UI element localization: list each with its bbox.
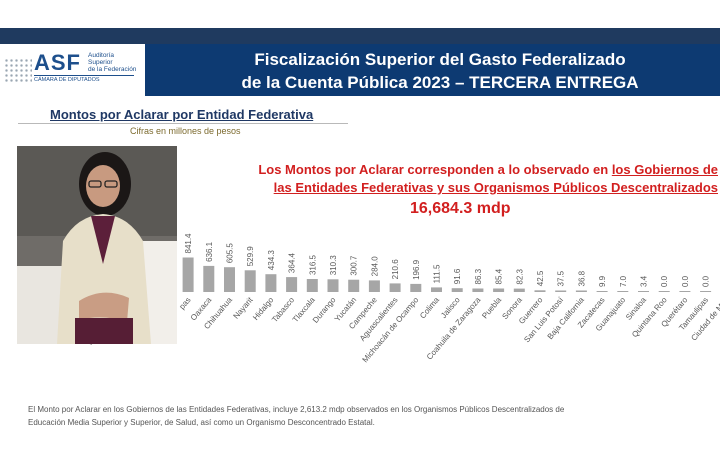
bar-14 (410, 283, 422, 292)
bar-4 (203, 265, 215, 292)
bar-20 (534, 290, 546, 292)
bar-9 (306, 279, 318, 292)
bar-18 (493, 288, 505, 292)
bar-25 (638, 291, 649, 292)
headline-underlined-1: los Gobiernos de (611, 162, 718, 177)
section-title: Montos por Aclarar por Entidad Federativ… (50, 107, 314, 122)
value-label-17: 86.3 (474, 268, 483, 284)
bar-16 (451, 288, 463, 292)
value-label-7: 434.3 (267, 250, 276, 271)
headline-line-2: las Entidades Federativas y sus Organism… (198, 180, 718, 195)
logo-sub-line-1: Auditoría (88, 52, 115, 59)
headline-prefix: Los Montos por Aclarar corresponden a lo… (258, 162, 612, 177)
value-label-6: 529.9 (246, 246, 255, 267)
bar-12 (368, 280, 380, 292)
value-label-16: 91.6 (453, 268, 462, 284)
bar-3 (182, 257, 194, 292)
value-label-13: 210.6 (391, 259, 400, 280)
section-subtitle: Cifras en millones de pesos (130, 126, 241, 136)
value-label-19: 82.3 (515, 269, 524, 285)
category-label-15: Colima (418, 295, 441, 320)
value-label-5: 605.5 (226, 243, 235, 264)
bar-24 (617, 291, 629, 292)
bar-26 (658, 291, 670, 292)
value-label-11: 300.7 (350, 255, 359, 276)
top-bar (0, 28, 720, 44)
bar-23 (596, 291, 608, 292)
bar-6 (244, 270, 256, 292)
bar-27 (679, 291, 691, 292)
page-title-line-2: de la Cuenta Pública 2023 – TERCERA ENTR… (241, 73, 639, 92)
value-label-25: 3.4 (640, 275, 649, 287)
footnote-line-2: Educación Media Superior y Superior, de … (28, 418, 375, 427)
total-amount: 16,684.3 mdp (410, 200, 511, 217)
logo-sub-line-2: Superior (88, 59, 113, 66)
category-label-10: Durango (311, 295, 338, 325)
logo-org: CÁMARA DE DIPUTADOS (34, 77, 100, 83)
bar-8 (286, 277, 298, 292)
logo-sub-line-3: de la Federación (88, 66, 137, 73)
page-title-line-1: Fiscalización Superior del Gasto Federal… (254, 50, 626, 69)
bar-19 (513, 288, 525, 292)
bar-17 (472, 288, 484, 292)
speaker-photo (17, 146, 177, 344)
value-label-23: 9.9 (598, 275, 607, 287)
bar-7 (265, 274, 277, 292)
logo-divider (34, 75, 134, 76)
value-label-18: 85.4 (495, 268, 504, 284)
bar-21 (555, 290, 567, 292)
value-label-20: 42.5 (536, 270, 545, 286)
value-label-26: 0.0 (660, 275, 669, 287)
footnote-line-1: El Monto por Aclarar en los Gobiernos de… (28, 405, 565, 414)
value-label-22: 36.8 (577, 270, 586, 286)
value-label-21: 37.5 (557, 270, 566, 286)
value-label-4: 636.1 (205, 241, 214, 262)
value-label-24: 7.0 (619, 275, 628, 287)
bar-22 (575, 290, 587, 292)
category-label-18: Puebla (480, 295, 503, 320)
logo-dots-icon (4, 58, 32, 82)
bar-10 (327, 279, 339, 292)
value-label-27: 0.0 (681, 275, 690, 287)
bar-15 (431, 287, 442, 292)
value-label-12: 284.0 (370, 256, 379, 277)
category-label-3: pas (177, 296, 192, 312)
headline-line-1: Los Montos por Aclarar corresponden a lo… (198, 162, 718, 177)
value-label-28: 0.0 (702, 275, 711, 287)
section-divider (18, 123, 348, 124)
value-label-15: 111.5 (433, 264, 442, 283)
value-label-9: 316.5 (308, 254, 317, 275)
logo-text: ASF (34, 50, 81, 75)
value-label-10: 310.3 (329, 255, 338, 276)
bar-5 (224, 267, 235, 292)
value-label-14: 196.9 (412, 259, 421, 280)
bar-13 (389, 283, 401, 292)
bar-11 (348, 279, 360, 292)
bar-28 (700, 291, 712, 292)
headline-underlined-2: las Entidades Federativas y sus Organism… (273, 180, 718, 195)
value-label-8: 364.4 (288, 252, 297, 273)
value-label-3: 841.4 (184, 233, 193, 254)
